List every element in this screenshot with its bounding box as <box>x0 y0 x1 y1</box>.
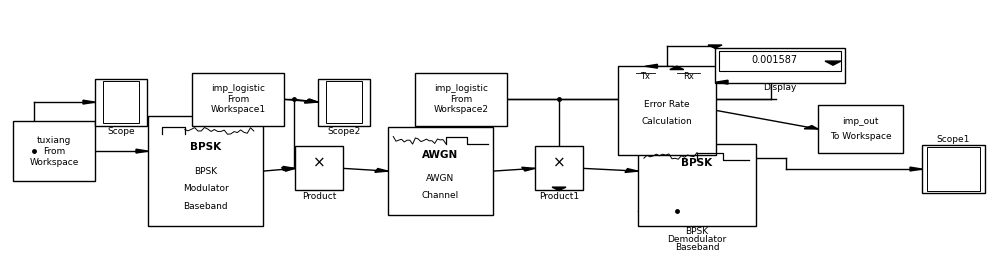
Bar <box>715 48 845 83</box>
Bar <box>192 73 284 126</box>
Text: Product: Product <box>302 192 336 201</box>
Polygon shape <box>716 80 728 84</box>
Polygon shape <box>522 167 535 171</box>
Text: From: From <box>43 147 65 156</box>
Text: Tx: Tx <box>640 72 650 81</box>
Text: From: From <box>450 95 472 104</box>
Polygon shape <box>375 169 388 172</box>
Text: Product1: Product1 <box>539 192 579 201</box>
Bar <box>318 79 370 126</box>
Polygon shape <box>708 45 722 48</box>
Polygon shape <box>910 167 922 171</box>
Text: Baseband: Baseband <box>183 202 228 211</box>
Text: BPSK: BPSK <box>681 158 713 168</box>
Text: From: From <box>227 95 249 104</box>
Bar <box>818 105 903 153</box>
Text: Rx: Rx <box>683 72 694 81</box>
Bar <box>415 73 507 126</box>
Text: Workspace1: Workspace1 <box>210 105 266 114</box>
Bar <box>927 147 980 191</box>
Text: Demodulator: Demodulator <box>667 235 727 244</box>
Text: To Workspace: To Workspace <box>830 132 891 141</box>
Text: Scope: Scope <box>107 127 135 136</box>
Text: Baseband: Baseband <box>675 243 719 252</box>
Text: AWGN: AWGN <box>422 150 459 160</box>
Bar <box>13 121 95 181</box>
Bar <box>388 127 493 215</box>
Text: Calculation: Calculation <box>642 117 692 126</box>
Polygon shape <box>283 166 295 170</box>
Text: ×: × <box>553 156 565 171</box>
Text: imp_logistic: imp_logistic <box>434 84 488 93</box>
Polygon shape <box>552 187 566 190</box>
Bar <box>638 144 756 226</box>
Text: Modulator: Modulator <box>183 184 228 193</box>
Text: Channel: Channel <box>422 191 459 200</box>
Polygon shape <box>825 61 841 65</box>
Text: BPSK: BPSK <box>194 167 217 176</box>
Text: Error Rate: Error Rate <box>644 100 690 109</box>
Polygon shape <box>645 64 657 68</box>
Text: tuxiang: tuxiang <box>37 136 71 145</box>
Polygon shape <box>304 99 318 103</box>
Polygon shape <box>281 168 295 171</box>
Bar <box>148 116 263 226</box>
Text: 0.001587: 0.001587 <box>752 55 798 65</box>
Bar <box>719 51 841 71</box>
Bar <box>326 81 362 123</box>
Text: Scope1: Scope1 <box>937 136 970 144</box>
Polygon shape <box>625 169 638 172</box>
Bar <box>618 66 716 155</box>
Bar <box>295 146 343 190</box>
Polygon shape <box>804 126 818 129</box>
Text: Display: Display <box>763 83 797 92</box>
Text: Workspace: Workspace <box>29 158 79 167</box>
Text: ×: × <box>313 156 325 171</box>
Polygon shape <box>83 100 95 104</box>
Text: imp_logistic: imp_logistic <box>211 84 265 93</box>
Bar <box>535 146 583 190</box>
Polygon shape <box>305 99 318 103</box>
Polygon shape <box>136 149 148 153</box>
Bar <box>103 81 139 123</box>
Text: AWGN: AWGN <box>426 174 455 183</box>
Text: imp_out: imp_out <box>842 117 879 126</box>
Bar <box>95 79 147 126</box>
Text: Workspace2: Workspace2 <box>433 105 488 114</box>
Text: Scope2: Scope2 <box>327 127 361 136</box>
Text: BPSK: BPSK <box>190 142 221 152</box>
Text: BPSK: BPSK <box>685 227 709 236</box>
Polygon shape <box>670 66 684 70</box>
Bar <box>922 145 985 193</box>
